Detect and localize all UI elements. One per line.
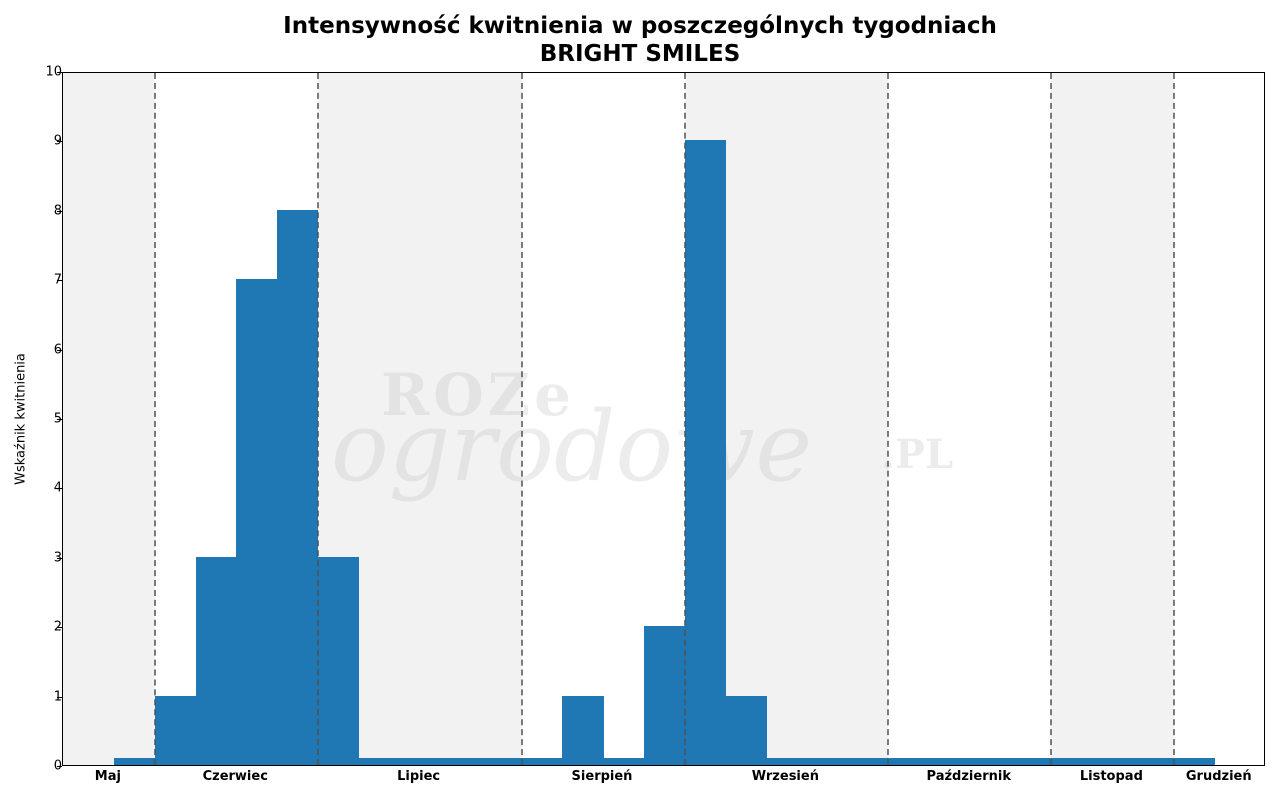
month-band-listopad [1051, 73, 1174, 765]
month-divider [1050, 73, 1053, 765]
bar-week-12 [562, 695, 604, 765]
bar-week-15 [684, 140, 726, 765]
chart-title-line2: BRIGHT SMILES [539, 41, 741, 67]
watermark-suffix: .PL [881, 431, 954, 478]
y-tick-mark [57, 349, 62, 351]
bar-week-19 [847, 758, 889, 765]
y-tick-mark [57, 280, 62, 282]
y-tick-mark [57, 210, 62, 212]
bar-week-16 [725, 695, 767, 765]
chart-title: Intensywność kwitnienia w poszczególnych… [0, 12, 1280, 68]
month-divider [887, 73, 890, 765]
month-divider [683, 73, 686, 765]
plot-area: ROZe ogrodowe .PL [62, 72, 1265, 766]
bar-week-21 [929, 758, 971, 765]
bar-week-17 [766, 758, 808, 765]
bar-week-1 [114, 758, 156, 765]
y-tick-mark [57, 627, 62, 629]
y-tick-mark [57, 488, 62, 490]
bar-week-20 [888, 758, 930, 765]
month-divider [1172, 73, 1175, 765]
y-tick-mark [57, 766, 62, 767]
bar-week-5 [277, 209, 319, 765]
bar-week-9 [440, 758, 482, 765]
x-month-label: Maj [94, 769, 121, 784]
bar-week-3 [195, 556, 237, 765]
bar-week-10 [480, 758, 522, 765]
x-month-label: Czerwiec [202, 769, 268, 784]
bar-week-27 [1173, 758, 1215, 765]
x-month-label: Grudzień [1185, 769, 1252, 784]
bar-week-8 [399, 758, 441, 765]
month-band-maj [63, 73, 155, 765]
y-axis-label: Wskaźnik kwitnienia [13, 353, 29, 485]
month-divider [520, 73, 523, 765]
bar-week-7 [358, 758, 400, 765]
month-divider [316, 73, 319, 765]
bar-week-6 [317, 556, 359, 765]
x-month-label: Listopad [1079, 769, 1143, 784]
bar-week-13 [603, 758, 645, 765]
chart-title-line1: Intensywność kwitnienia w poszczególnych… [283, 13, 997, 39]
bar-week-14 [643, 626, 685, 765]
bar-week-23 [1010, 758, 1052, 765]
x-month-label: Październik [926, 769, 1011, 784]
bar-week-26 [1132, 758, 1174, 765]
y-tick-mark [57, 72, 62, 73]
bar-week-18 [806, 758, 848, 765]
bar-week-25 [1092, 758, 1134, 765]
y-tick-mark [57, 419, 62, 420]
bar-week-4 [236, 279, 278, 765]
bar-week-24 [1051, 758, 1093, 765]
y-tick-mark [57, 696, 62, 698]
x-month-label: Wrzesień [751, 769, 819, 784]
month-divider [153, 73, 156, 765]
x-month-label: Lipiec [397, 769, 441, 784]
y-tick-label: 10 [45, 64, 62, 80]
bar-week-2 [154, 695, 196, 765]
bar-week-22 [969, 758, 1011, 765]
bar-week-11 [521, 758, 563, 765]
y-tick-mark [57, 557, 62, 559]
x-month-label: Sierpień [571, 769, 633, 784]
y-tick-mark [57, 141, 62, 143]
